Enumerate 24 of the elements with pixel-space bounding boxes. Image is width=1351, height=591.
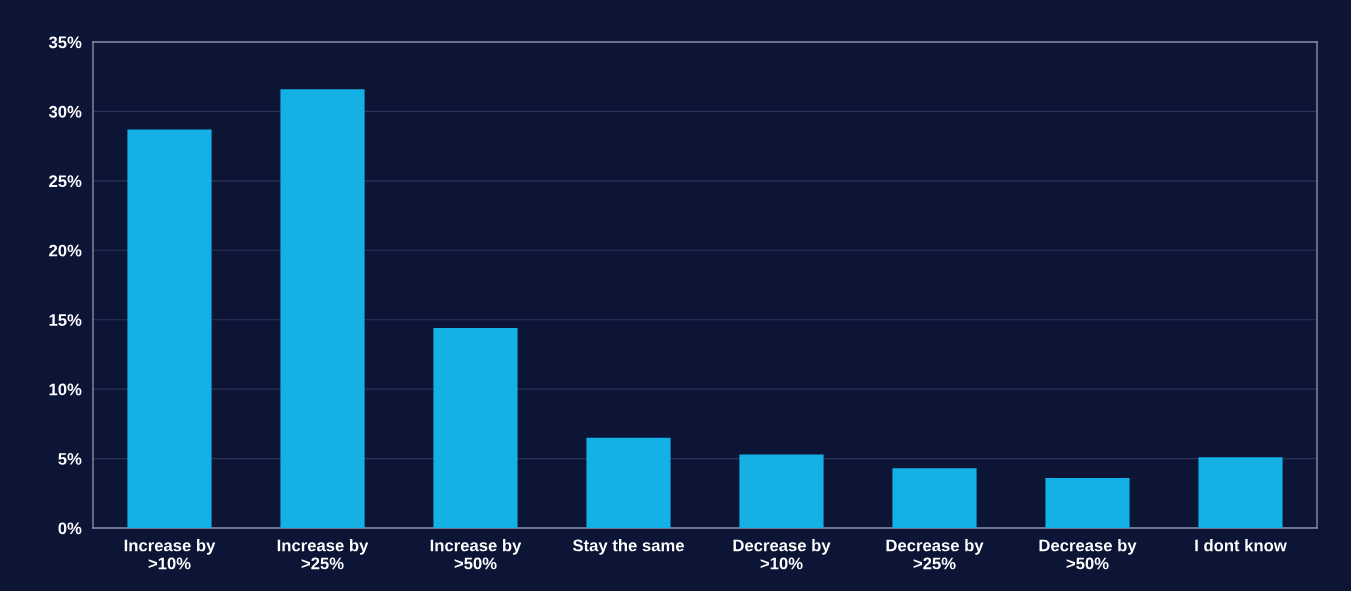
bar — [1198, 457, 1283, 528]
x-tick-label: Increase by >10% — [124, 539, 216, 570]
bar — [127, 129, 212, 528]
x-tick-label: Increase by >25% — [277, 539, 369, 570]
y-tick-label: 20% — [49, 244, 82, 257]
y-tick-label: 25% — [49, 175, 82, 188]
y-tick-label: 0% — [58, 522, 82, 535]
x-tick-label: Decrease by >25% — [886, 539, 984, 570]
y-tick-label: 35% — [48, 36, 82, 49]
x-tick-label: Stay the same — [572, 539, 684, 555]
x-tick-label: Increase by >50% — [430, 539, 522, 570]
y-tick-label: 30% — [48, 105, 82, 118]
y-tick-label: 10% — [49, 383, 82, 396]
bar — [433, 328, 518, 528]
y-tick-label: 5% — [58, 453, 82, 465]
bar — [280, 89, 365, 528]
x-tick-label: I dont know — [1195, 539, 1287, 552]
y-tick-label: 15% — [49, 314, 82, 326]
bar — [739, 454, 824, 528]
x-tick-label: Decrease by >10% — [733, 539, 831, 570]
bar — [892, 468, 977, 528]
x-tick-label: Decrease by >50% — [1039, 539, 1137, 570]
bar — [586, 437, 671, 528]
bar — [1045, 478, 1130, 528]
